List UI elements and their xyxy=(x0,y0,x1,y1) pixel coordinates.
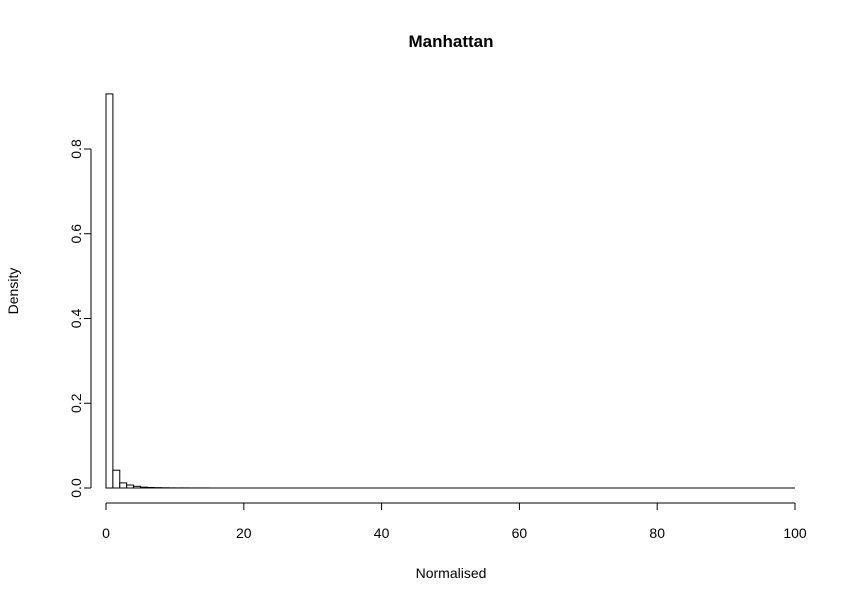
x-tick-label: 100 xyxy=(783,525,807,541)
x-tick-label: 0 xyxy=(102,525,110,541)
y-tick-label: 0.8 xyxy=(68,139,84,159)
x-axis: 0 20 40 60 80 100 xyxy=(102,502,807,541)
y-tick-label: 0.2 xyxy=(68,393,84,413)
histogram-bar xyxy=(139,486,148,489)
bars-group xyxy=(105,93,795,489)
x-tick-label: 60 xyxy=(512,525,528,541)
histogram-bar xyxy=(146,486,155,489)
histogram-bar xyxy=(112,469,121,489)
y-tick-label: 0.6 xyxy=(68,224,84,244)
x-tick-label: 40 xyxy=(374,525,390,541)
y-tick-label: 0.4 xyxy=(68,309,84,329)
histogram-bar xyxy=(105,93,114,489)
histogram-bar xyxy=(133,485,141,489)
chart-title: Manhattan xyxy=(409,32,494,51)
y-tick-label: 0.0 xyxy=(68,478,84,498)
histogram-bar xyxy=(119,482,128,489)
x-axis-label: Normalised xyxy=(416,565,487,581)
y-axis: 0.0 0.2 0.4 0.6 0.8 xyxy=(68,139,92,498)
x-tick-label: 80 xyxy=(649,525,665,541)
y-axis-label: Density xyxy=(5,268,21,315)
x-tick-label: 20 xyxy=(236,525,252,541)
histogram-bar xyxy=(126,484,135,489)
